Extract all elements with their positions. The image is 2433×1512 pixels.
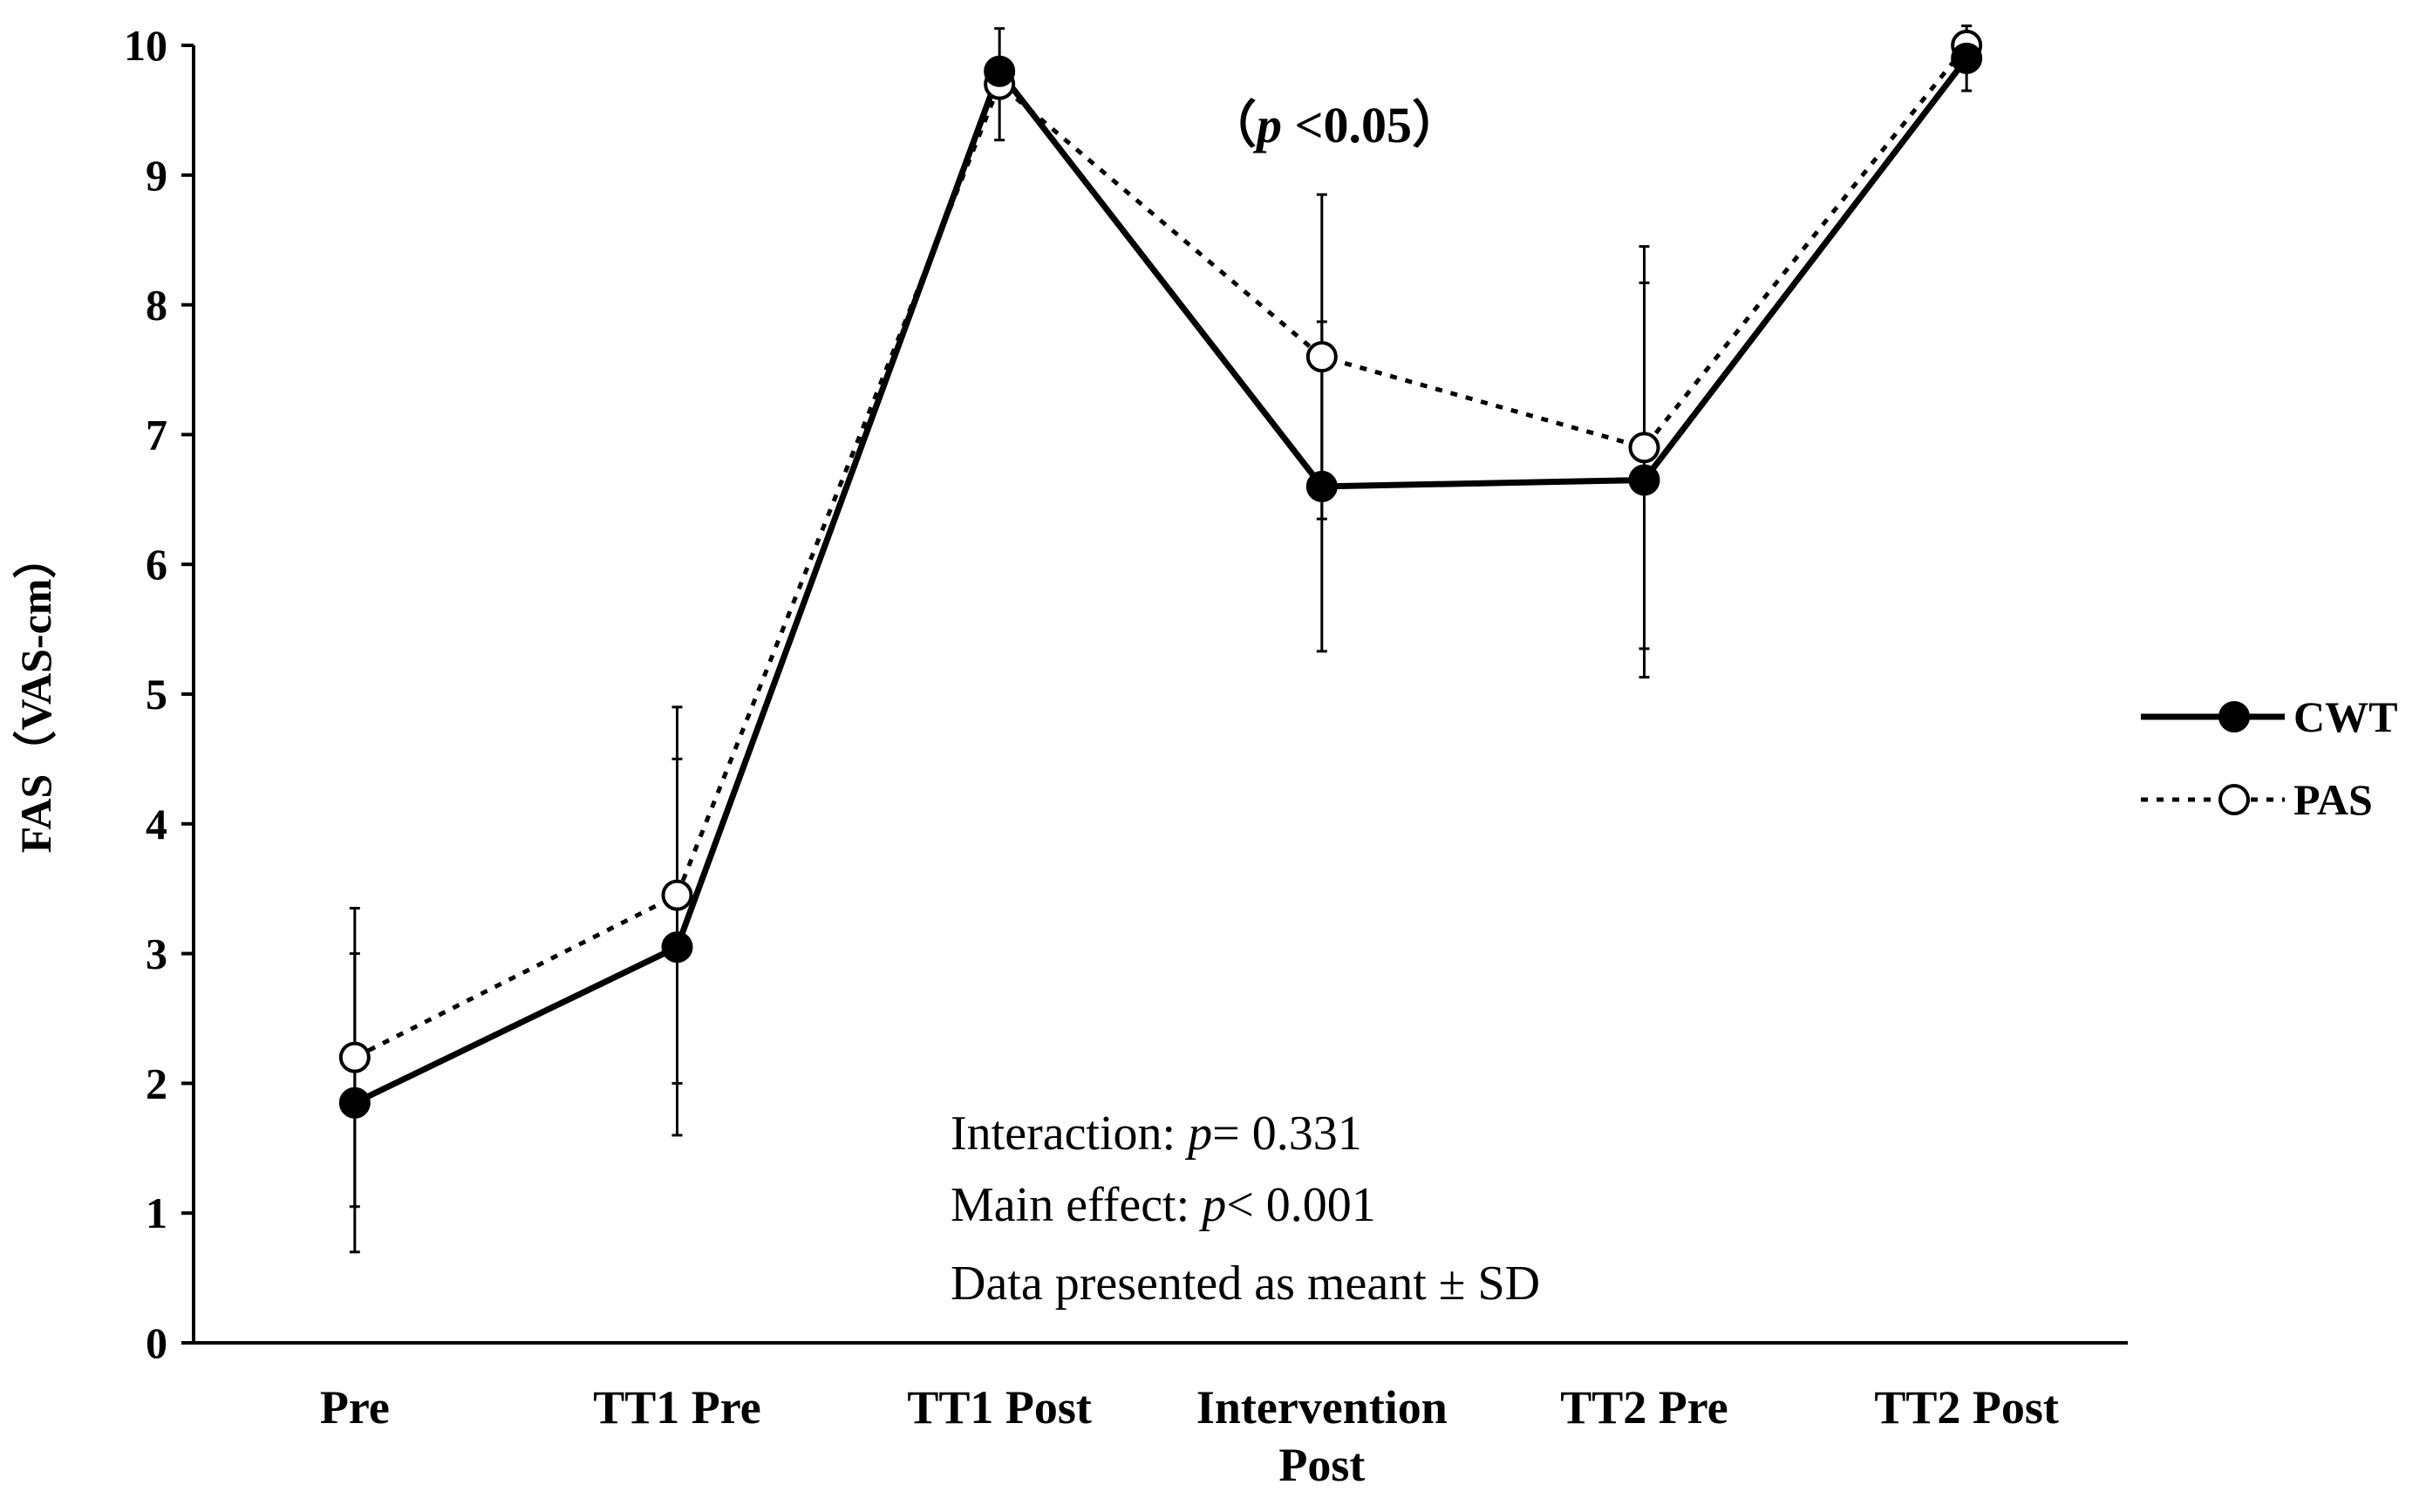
y-tick-label: 4 bbox=[146, 800, 167, 848]
interaction-prefix: Interaction: bbox=[951, 1107, 1188, 1161]
sig-open-paren: （ bbox=[1206, 97, 1257, 153]
main-effect-value: < 0.001 bbox=[1226, 1178, 1376, 1232]
main-effect-p-symbol: p bbox=[1198, 1178, 1226, 1232]
y-tick-label: 3 bbox=[146, 930, 167, 978]
sig-p-symbol: p bbox=[1252, 97, 1282, 153]
x-category-labels: Pre TT1 Pre TT1 Post Intervention Post TT2 Pr… bbox=[320, 1381, 2059, 1491]
x-tick-label-line: Intervention bbox=[1196, 1381, 1448, 1434]
error-bars bbox=[349, 24, 1973, 1254]
y-tick-label: 5 bbox=[146, 670, 167, 719]
y-axis-title: FAS（VAS-cm） bbox=[11, 535, 60, 854]
series-line-cwt bbox=[353, 56, 1969, 1106]
interaction-p-symbol: p bbox=[1184, 1107, 1212, 1161]
x-tick-label: TT2 Post bbox=[1874, 1381, 2059, 1434]
y-tick-label: 6 bbox=[146, 540, 167, 589]
data-point-pas bbox=[1305, 341, 1338, 373]
legend: CWT PAS bbox=[2141, 692, 2397, 824]
y-tick-label: 7 bbox=[146, 410, 167, 459]
data-point-cwt bbox=[984, 55, 1016, 87]
data-point-cwt bbox=[338, 1086, 371, 1119]
x-tick-label: Intervention Post bbox=[1196, 1381, 1448, 1491]
x-tick-label: Pre bbox=[320, 1381, 390, 1434]
x-tick-label: TT1 Pre bbox=[593, 1381, 760, 1434]
main-effect-prefix: Main effect: bbox=[951, 1178, 1202, 1232]
data-point-pas bbox=[661, 879, 693, 911]
interaction-annotation: Interaction: p= 0.331 bbox=[951, 1107, 1362, 1161]
y-tick-label: 0 bbox=[146, 1318, 167, 1367]
data-point-pas bbox=[1628, 432, 1660, 464]
legend-label-cwt: CWT bbox=[2293, 692, 2397, 741]
x-tick-label-line: Post bbox=[1278, 1439, 1365, 1491]
data-point-cwt bbox=[1305, 470, 1338, 502]
legend-marker-pas bbox=[2218, 784, 2250, 815]
legend-marker-cwt bbox=[2218, 701, 2250, 732]
data-point-cwt bbox=[1951, 42, 1983, 74]
significance-annotation: （p <0.05） bbox=[1206, 97, 1462, 153]
y-tick-label: 10 bbox=[124, 21, 167, 70]
data-point-cwt bbox=[1628, 464, 1660, 496]
legend-label-pas: PAS bbox=[2293, 775, 2373, 824]
data-point-cwt bbox=[661, 931, 693, 964]
series-markers bbox=[338, 30, 1983, 1119]
series-lines bbox=[353, 44, 1969, 1106]
y-tick-group: 0 1 2 3 4 5 6 7 8 9 10 bbox=[124, 21, 194, 1367]
y-tick-label: 1 bbox=[146, 1188, 167, 1237]
x-tick-label: TT2 Pre bbox=[1560, 1381, 1728, 1434]
y-tick-label: 9 bbox=[146, 151, 167, 200]
data-note-annotation: Data presented as meant ± SD bbox=[951, 1257, 1540, 1311]
series-line-pas bbox=[353, 44, 1969, 1059]
sig-rest: <0.05） bbox=[1282, 97, 1462, 153]
y-tick-label: 8 bbox=[146, 281, 167, 330]
x-tick-label: TT1 Post bbox=[907, 1381, 1092, 1434]
data-point-pas bbox=[338, 1041, 371, 1073]
interaction-value: = 0.331 bbox=[1212, 1107, 1362, 1161]
y-tick-label: 2 bbox=[146, 1059, 167, 1107]
main-effect-annotation: Main effect: p< 0.001 bbox=[951, 1178, 1376, 1232]
